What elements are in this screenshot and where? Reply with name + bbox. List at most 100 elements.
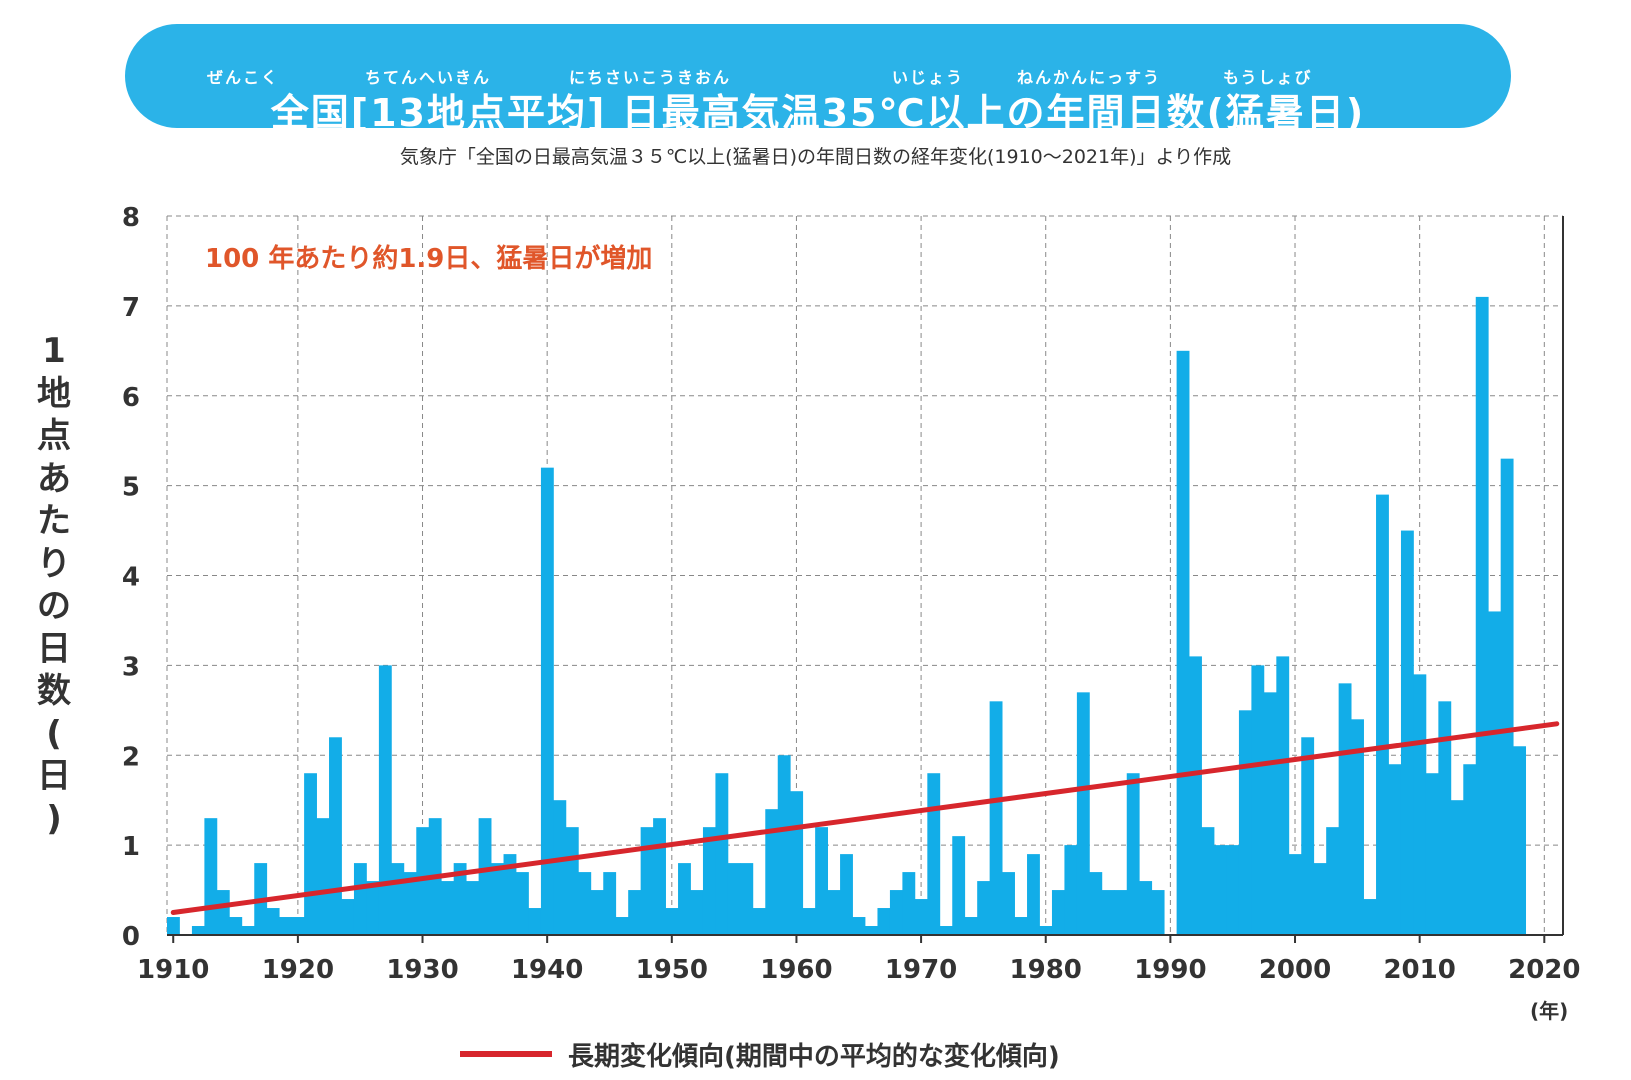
bar [628,890,642,935]
bar [503,854,517,935]
bar [840,854,853,935]
bar [516,872,529,935]
bar [1388,764,1402,935]
bar [678,863,691,935]
bar [229,917,243,935]
x-tick-label: 2010 [1383,955,1455,985]
x-tick-label: 1950 [636,955,708,985]
bar [553,800,567,935]
x-tick-label: 1960 [760,955,832,985]
bar [1064,845,1078,935]
bar [1238,710,1252,935]
bar [777,755,791,935]
x-tick-label: 1910 [137,955,209,985]
bar [1189,656,1202,935]
bar [1276,656,1290,935]
y-tick-label: 7 [122,293,140,323]
bar [1363,899,1377,935]
bar [1376,494,1389,935]
bar [1475,296,1489,935]
bar [316,818,330,935]
bar [204,818,218,935]
bar [191,926,205,935]
bar [1151,890,1165,935]
bar [665,908,679,935]
bar [1313,863,1327,935]
bar [653,818,666,935]
bar [964,917,978,935]
bar [1002,872,1015,935]
bar [1463,764,1477,935]
bar [939,926,953,935]
bar [1338,683,1352,935]
chart-title: 全国[13地点平均] 日最高気温35℃以上の年間日数(猛暑日) [270,91,1366,135]
bar [1039,926,1053,935]
y-tick-label: 1 [122,832,140,862]
bar [1126,773,1140,935]
bar [528,908,542,935]
bar [1450,800,1464,935]
bar [1488,611,1502,935]
bar [1176,350,1190,935]
bar [790,791,804,935]
legend-trend-swatch [460,1051,552,1057]
bar [702,827,716,935]
bar [690,890,704,935]
bar [765,809,779,935]
title-ruby: ちてんへいきん [365,68,492,87]
x-tick-label: 1920 [262,955,334,985]
y-tick-label: 6 [122,383,140,413]
x-tick-label: 1930 [386,955,458,985]
bar [603,872,617,935]
bar [279,917,293,935]
title-banner: ぜんこく ちてんへいきん にちさいこうきおん いじょう ねんかんにっすう もうし… [125,24,1511,135]
bar [1076,692,1090,935]
bar [391,863,405,935]
bar [852,917,866,935]
bar [952,836,966,935]
bar [266,908,280,935]
y-tick-label: 0 [122,922,140,952]
y-axis-title: 1 地 点 あ た り の 日 数 ( 日 ) [37,331,71,839]
bar [865,926,878,935]
bar [1263,692,1277,935]
bar [441,881,455,935]
x-tick-label: 1940 [511,955,583,985]
bar [889,890,903,935]
bar [827,890,841,935]
bar [1351,719,1364,935]
bar [902,872,916,935]
bar [1027,854,1040,935]
title-ruby: にちさいこうきおん [569,68,732,87]
bar [466,881,480,935]
x-tick-label: 1980 [1010,955,1082,985]
bar [216,890,230,935]
bar [914,899,928,935]
bar [167,917,180,935]
bar [304,773,317,935]
bar [727,863,741,935]
bar [1326,827,1340,935]
bar [1139,881,1153,935]
bar [1288,854,1302,935]
bar [491,863,504,935]
bar [615,917,629,935]
bar [1413,674,1427,935]
bar [241,926,255,935]
x-tick-label: 2000 [1259,955,1331,985]
bar [1214,845,1227,935]
bar [977,881,991,935]
bar [1251,665,1265,935]
title-ruby: ぜんこく [207,68,280,87]
bar [1014,917,1028,935]
bar [1438,701,1452,935]
bar [416,827,430,935]
bar [1089,872,1103,935]
bar [989,701,1003,935]
bar [578,872,592,935]
bar [1051,890,1065,935]
title-ruby: いじょう [892,68,965,87]
bar [1425,773,1439,935]
bar [740,863,754,935]
